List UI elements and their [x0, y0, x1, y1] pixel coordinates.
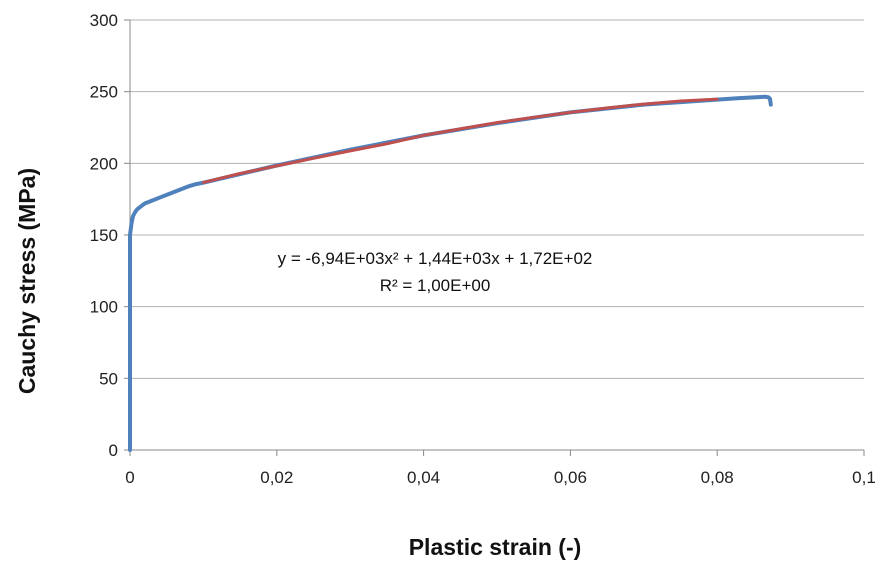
r-squared-label: R² = 1,00E+00	[380, 276, 491, 295]
y-tick-label: 0	[109, 441, 118, 460]
trendline	[201, 97, 719, 184]
x-tick-label: 0,02	[260, 468, 293, 487]
axes	[124, 19, 865, 456]
y-tick-labels: 0 50 100 150 200 250 300	[90, 11, 118, 460]
x-tick-label: 0,1	[852, 468, 876, 487]
x-tick-labels: 0 0,02 0,04 0,06 0,08 0,1	[125, 468, 876, 487]
data-series	[128, 94, 773, 452]
trendline-equation: y = -6,94E+03x² + 1,44E+03x + 1,72E+02	[278, 249, 593, 268]
y-tick-label: 200	[90, 154, 118, 173]
gridlines	[130, 19, 864, 379]
measured-data-line	[128, 94, 773, 452]
y-tick-label: 100	[90, 298, 118, 317]
y-axis-title: Cauchy stress (MPa)	[14, 168, 40, 394]
x-tick-label: 0,04	[407, 468, 440, 487]
y-tick-label: 50	[99, 369, 118, 388]
x-tick-label: 0	[125, 468, 134, 487]
x-tick-label: 0,06	[554, 468, 587, 487]
x-axis-title: Plastic strain (-)	[409, 534, 582, 560]
y-tick-label: 250	[90, 83, 118, 102]
y-tick-label: 300	[90, 11, 118, 30]
y-tick-label: 150	[90, 226, 118, 245]
x-tick-label: 0,08	[701, 468, 734, 487]
